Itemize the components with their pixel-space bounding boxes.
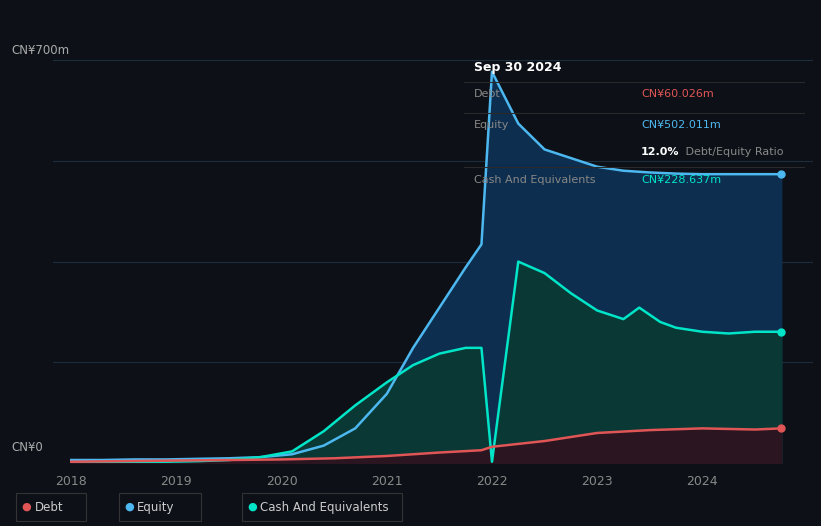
Text: Debt: Debt xyxy=(34,501,63,513)
Text: 12.0%: 12.0% xyxy=(641,147,680,157)
Text: Debt: Debt xyxy=(474,89,501,99)
Text: Cash And Equivalents: Cash And Equivalents xyxy=(474,175,595,185)
Text: Cash And Equivalents: Cash And Equivalents xyxy=(260,501,389,513)
Text: CN¥700m: CN¥700m xyxy=(11,45,70,57)
Text: ●: ● xyxy=(124,502,134,512)
Text: ●: ● xyxy=(247,502,257,512)
Text: Equity: Equity xyxy=(474,120,510,130)
Text: ●: ● xyxy=(21,502,31,512)
Text: CN¥60.026m: CN¥60.026m xyxy=(641,89,713,99)
Text: CN¥228.637m: CN¥228.637m xyxy=(641,175,721,185)
Text: Sep 30 2024: Sep 30 2024 xyxy=(474,62,562,75)
Text: CN¥502.011m: CN¥502.011m xyxy=(641,120,721,130)
Text: CN¥0: CN¥0 xyxy=(11,441,44,454)
Text: Debt/Equity Ratio: Debt/Equity Ratio xyxy=(682,147,783,157)
Text: Equity: Equity xyxy=(137,501,175,513)
